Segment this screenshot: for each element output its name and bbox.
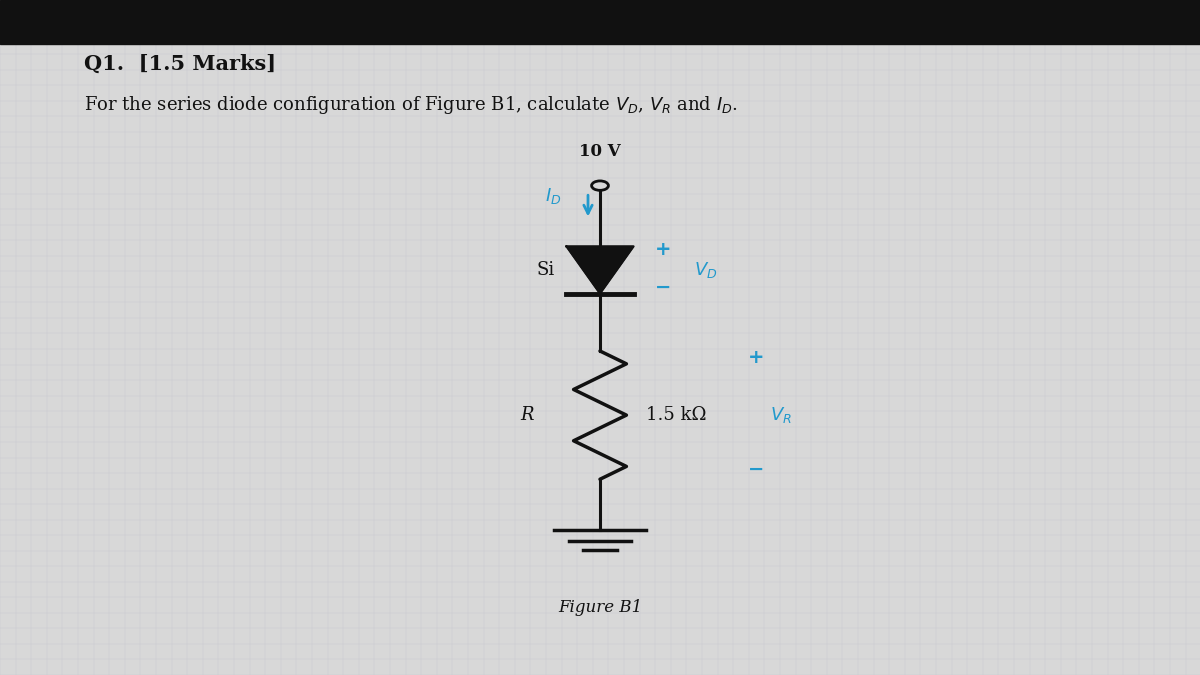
Text: +: +: [748, 348, 764, 367]
Text: −: −: [655, 277, 672, 296]
Text: +: +: [655, 240, 672, 259]
Text: 10 V: 10 V: [580, 143, 620, 160]
Text: For the series diode configuration of Figure B1, calculate $V_D$, $V_R$ and $I_D: For the series diode configuration of Fi…: [84, 94, 738, 115]
Text: $V_D$: $V_D$: [694, 260, 718, 280]
Text: R: R: [521, 406, 534, 424]
Text: $I_D$: $I_D$: [545, 186, 562, 206]
Text: $V_R$: $V_R$: [770, 405, 792, 425]
Text: Figure B1: Figure B1: [558, 599, 642, 616]
Text: 1.5 kΩ: 1.5 kΩ: [646, 406, 706, 424]
Text: −: −: [748, 460, 764, 479]
Text: Q1.  [1.5 Marks]: Q1. [1.5 Marks]: [84, 54, 276, 74]
Polygon shape: [566, 246, 634, 294]
Text: Si: Si: [536, 261, 554, 279]
Bar: [0, 0, 1200, 44]
